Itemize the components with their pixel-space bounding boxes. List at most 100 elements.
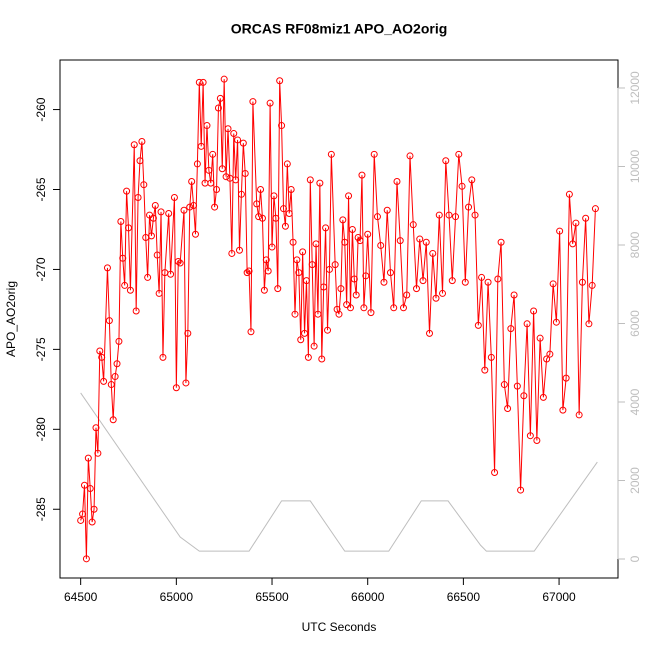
data-point xyxy=(132,307,140,315)
y2-tick-label: 8000 xyxy=(628,231,642,258)
data-point xyxy=(136,157,144,165)
data-point xyxy=(209,150,217,158)
data-point xyxy=(222,173,230,181)
data-point xyxy=(390,304,398,312)
y2-tick-label: 6000 xyxy=(628,310,642,337)
data-point xyxy=(350,275,358,283)
data-point xyxy=(364,230,372,238)
data-point xyxy=(214,104,222,112)
y2-tick-label: 10000 xyxy=(628,149,642,183)
x-tick-label: 66000 xyxy=(351,590,385,604)
data-point xyxy=(264,267,272,275)
data-point xyxy=(536,334,544,342)
data-point xyxy=(230,130,238,138)
data-point xyxy=(144,273,152,281)
data-point xyxy=(367,309,375,317)
data-point xyxy=(287,186,295,193)
data-point xyxy=(308,261,316,269)
data-point xyxy=(435,211,443,219)
data-point xyxy=(448,277,456,285)
data-point xyxy=(239,139,247,147)
x-tick-label: 66500 xyxy=(447,590,481,604)
data-point xyxy=(125,224,133,232)
data-point xyxy=(211,203,219,211)
data-point xyxy=(203,122,211,130)
data-point xyxy=(260,286,268,294)
data-point xyxy=(174,257,182,265)
data-point xyxy=(478,273,486,281)
data-point xyxy=(310,342,318,350)
data-point xyxy=(383,206,391,214)
data-point xyxy=(165,209,173,217)
data-point xyxy=(556,227,564,235)
y-tick-label: -285 xyxy=(34,497,48,521)
data-point xyxy=(432,294,440,302)
data-point xyxy=(494,275,502,283)
data-point xyxy=(539,393,547,401)
data-point xyxy=(406,152,414,160)
data-point xyxy=(356,237,364,245)
data-point xyxy=(151,201,159,209)
data-point xyxy=(243,269,251,277)
data-point xyxy=(578,278,586,286)
data-point xyxy=(98,353,106,361)
data-point xyxy=(105,317,113,325)
data-point xyxy=(316,179,324,187)
data-point xyxy=(306,176,314,184)
data-point xyxy=(562,374,570,382)
data-point xyxy=(301,329,309,337)
data-point xyxy=(455,150,463,158)
data-point xyxy=(409,221,417,229)
data-point xyxy=(188,178,196,186)
y-tick-label: -280 xyxy=(34,417,48,441)
data-point xyxy=(474,321,482,329)
data-point xyxy=(253,200,261,208)
data-point xyxy=(399,304,407,312)
series-line xyxy=(80,392,598,552)
data-point xyxy=(113,360,121,368)
data-point xyxy=(546,350,554,358)
data-point xyxy=(140,181,148,189)
data-point xyxy=(585,320,593,328)
data-point xyxy=(262,256,270,264)
data-point xyxy=(134,193,142,201)
y-axis-label: APO_AO2orig xyxy=(4,281,18,357)
data-point xyxy=(79,510,87,518)
data-point xyxy=(103,264,111,272)
data-point xyxy=(318,355,326,363)
y2-tick-label: 12000 xyxy=(628,71,642,105)
data-point xyxy=(115,337,123,345)
data-point xyxy=(155,289,163,297)
data-point xyxy=(331,261,339,269)
y-tick-label: -260 xyxy=(34,97,48,121)
data-point xyxy=(235,246,243,254)
data-point xyxy=(270,192,278,200)
data-point xyxy=(426,329,434,337)
data-point xyxy=(439,289,447,297)
x-tick-label: 65500 xyxy=(255,590,289,604)
data-point xyxy=(358,171,366,179)
data-point xyxy=(176,259,184,267)
data-point xyxy=(220,75,228,83)
y2-tick-label: 2000 xyxy=(628,467,642,494)
data-point xyxy=(320,283,328,291)
data-point xyxy=(86,484,94,492)
data-point xyxy=(484,278,492,286)
data-point xyxy=(377,241,385,249)
data-point xyxy=(416,235,424,243)
data-point xyxy=(167,270,175,278)
data-point xyxy=(197,142,205,150)
data-point xyxy=(339,216,347,224)
data-point xyxy=(445,211,453,219)
data-point xyxy=(507,325,515,333)
data-point xyxy=(481,366,489,374)
data-point xyxy=(147,232,155,240)
data-point xyxy=(111,373,119,381)
data-point xyxy=(312,240,320,248)
data-point xyxy=(193,160,201,168)
data-point xyxy=(422,238,430,246)
data-point xyxy=(510,291,518,299)
data-point xyxy=(403,291,411,299)
data-point xyxy=(504,405,512,413)
